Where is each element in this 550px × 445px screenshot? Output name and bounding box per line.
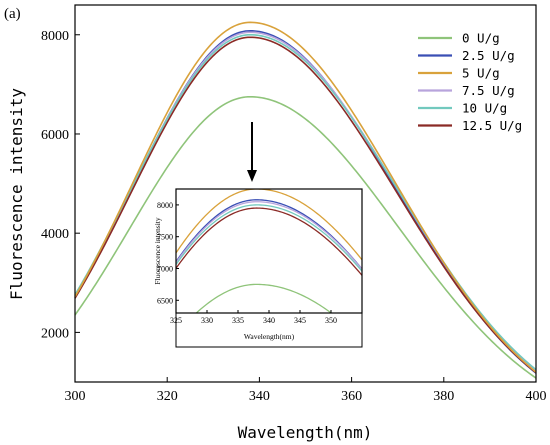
inset-y-tick-label: 6500 xyxy=(157,296,173,305)
legend-label-0: 0 U/g xyxy=(462,31,500,46)
x-tick-label: 400 xyxy=(526,389,547,404)
inset-y-tick-label: 7000 xyxy=(157,264,173,273)
main-series-group xyxy=(74,21,537,379)
main-x-ticks: 300 320 340 360 380 400 xyxy=(65,377,547,404)
legend-label-4: 10 U/g xyxy=(462,101,507,116)
inset-y-tick-label: 8000 xyxy=(157,201,173,210)
x-tick-label: 320 xyxy=(157,389,178,404)
inset-chart: 325 330 335 340 345 350 6500 7000 7500 8000 Wave… xyxy=(153,188,363,348)
x-tick-label: 360 xyxy=(341,389,362,404)
series-line-2 xyxy=(74,21,537,373)
x-tick-label: 340 xyxy=(249,389,270,404)
legend-label-1: 2.5 U/g xyxy=(462,48,515,63)
inset-x-tick-label: 350 xyxy=(325,316,337,325)
x-tick-label: 300 xyxy=(65,389,86,404)
inset-series-line-1 xyxy=(176,199,362,270)
inset-series-group xyxy=(176,189,362,313)
inset-x-axis-title: Wavelength(nm) xyxy=(244,332,295,341)
legend-label-5: 12.5 U/g xyxy=(462,118,522,133)
inset-series-line-2 xyxy=(176,189,362,261)
inset-x-tick-label: 335 xyxy=(232,316,244,325)
y-tick-label: 6000 xyxy=(41,128,69,143)
inset-series-line-4 xyxy=(176,204,362,272)
main-y-ticks: 2000 4000 6000 8000 xyxy=(41,29,80,341)
inset-y-axis-title: Fluorescence intensity xyxy=(153,217,162,285)
inset-y-tick-label: 7500 xyxy=(157,233,173,242)
panel-label: (a) xyxy=(4,6,21,22)
inset-series-line-5 xyxy=(176,207,362,276)
inset-series-line-3 xyxy=(176,201,362,270)
main-plot-frame xyxy=(74,4,537,383)
inset-x-ticks: 325 330 335 340 345 350 xyxy=(170,310,337,325)
legend-label-2: 5 U/g xyxy=(462,66,500,81)
y-tick-label: 4000 xyxy=(41,227,69,242)
legend-label-3: 7.5 U/g xyxy=(462,83,515,98)
y-tick-label: 8000 xyxy=(41,29,69,44)
legend: 0 U/g 2.5 U/g 5 U/g 7.5 U/g 10 U/g 12.5 U/g xyxy=(418,31,522,133)
inset-y-ticks: 6500 7000 7500 8000 xyxy=(157,201,179,305)
series-line-0 xyxy=(74,95,537,379)
inset-x-tick-label: 340 xyxy=(263,316,275,325)
arrow-annotation xyxy=(247,122,257,182)
x-axis-title: Wavelength(nm) xyxy=(238,423,373,442)
main-plot-area: 300 320 340 360 380 400 2000 4000 6000 8000 xyxy=(41,4,547,404)
arrow-head xyxy=(247,170,257,182)
x-tick-label: 380 xyxy=(433,389,454,404)
y-tick-label: 2000 xyxy=(41,326,69,341)
series-line-5 xyxy=(74,36,537,374)
y-axis-title: Fluorescence intensity xyxy=(7,88,26,300)
inset-x-tick-label: 345 xyxy=(294,316,306,325)
inset-x-tick-label: 325 xyxy=(170,316,182,325)
inset-x-tick-label: 330 xyxy=(201,316,213,325)
